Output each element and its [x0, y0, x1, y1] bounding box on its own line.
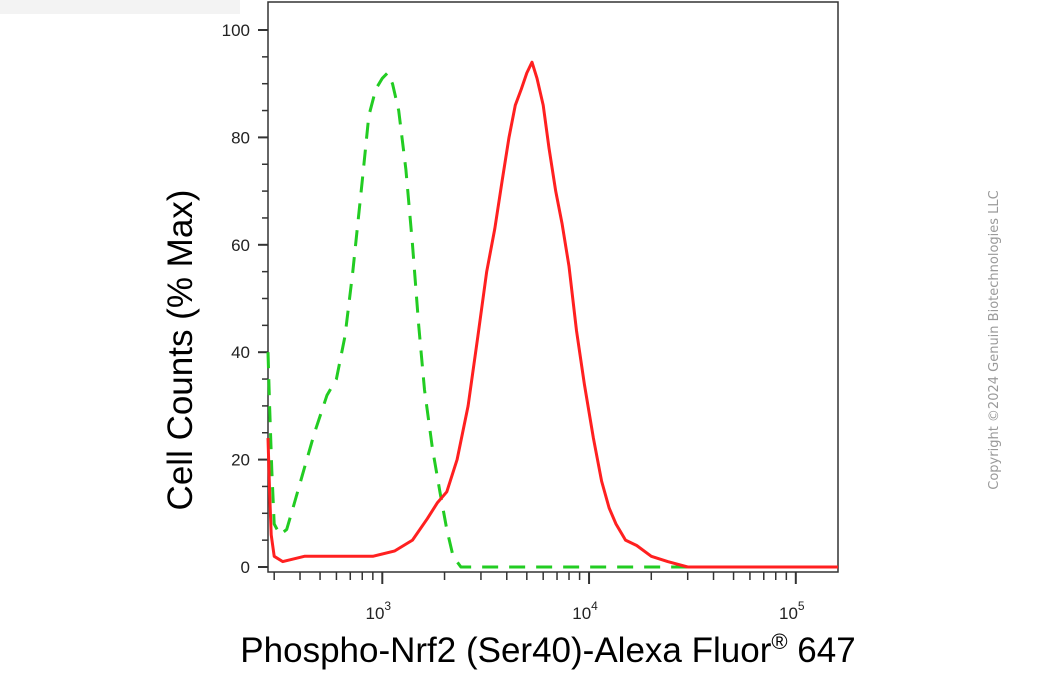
plot-border — [267, 1, 839, 573]
y-tick-label: 100 — [222, 21, 250, 40]
x-axis-title-end: 647 — [788, 631, 856, 670]
x-tick-label: 104 — [572, 599, 598, 623]
y-tick-label: 40 — [231, 343, 250, 362]
y-tick-label: 20 — [231, 451, 250, 470]
series-line-0 — [266, 71, 838, 569]
x-axis-title: Phospho-Nrf2 (Ser40)-Alexa Fluor® 647 — [240, 629, 855, 670]
x-tick-label: 105 — [779, 599, 805, 623]
x-tick-label: 103 — [365, 599, 391, 623]
y-tick-label: 0 — [241, 558, 250, 577]
y-axis: 0 20 40 60 80 100 — [222, 21, 268, 577]
series-layer — [266, 60, 838, 569]
top-left-shade — [0, 0, 240, 14]
y-tick-label: 60 — [231, 236, 250, 255]
x-axis-title-registered: ® — [771, 629, 787, 654]
y-tick-label: 80 — [231, 128, 250, 147]
plot-area — [267, 1, 839, 573]
x-axis-title-main: Phospho-Nrf2 (Ser40)-Alexa Fluor — [240, 631, 771, 670]
y-axis-title: Cell Counts (% Max) — [161, 190, 200, 511]
copyright-watermark: Copyright ©2024 Genuin Biotechnologies L… — [987, 190, 1002, 489]
series-line-1 — [266, 60, 838, 569]
x-axis: 103 104 105 — [273, 572, 805, 623]
